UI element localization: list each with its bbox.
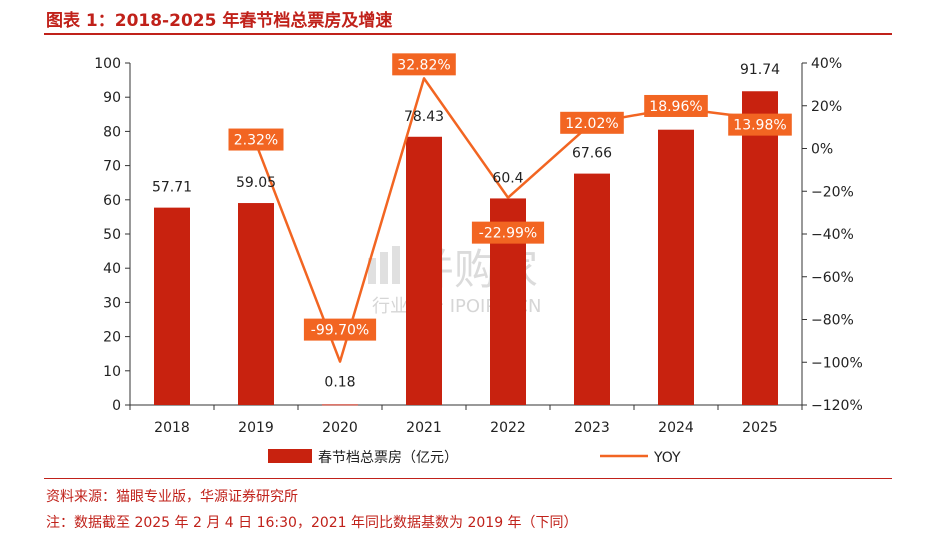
left-axis-tick-label: 0: [112, 398, 121, 414]
footer-divider: [44, 478, 892, 479]
left-axis-tick-label: 60: [103, 193, 121, 209]
x-axis-tick-label: 2019: [238, 420, 274, 436]
yoy-label-2022: -22.99%: [471, 221, 545, 244]
legend-swatch-bar: [268, 449, 312, 463]
x-axis-tick-label: 2023: [574, 420, 610, 436]
x-axis-tick-label: 2020: [322, 420, 358, 436]
right-axis-tick-label: 40%: [811, 56, 842, 72]
chart-title: 图表 1：2018-2025 年春节档总票房及增速: [46, 11, 393, 31]
legend-label-yoy: YOY: [653, 450, 681, 466]
legend: 春节档总票房（亿元） YOY: [268, 449, 681, 466]
bar-value-label: 59.05: [236, 175, 276, 191]
left-axis-tick-label: 40: [103, 261, 121, 277]
bar-2019: [238, 203, 274, 405]
bar-2021: [406, 136, 442, 405]
yoy-label-text: -22.99%: [479, 226, 537, 242]
bar-2025: [742, 91, 778, 405]
footnote: 注：数据截至 2025 年 2 月 4 日 16:30，2021 年同比数据基数…: [46, 515, 578, 531]
yoy-label-text: 32.82%: [397, 57, 450, 73]
bar-value-label: 57.71: [152, 180, 192, 196]
yoy-label-box: [728, 113, 792, 136]
bar-series: [154, 91, 778, 406]
yoy-label-text: -99.70%: [311, 323, 369, 339]
left-axis-tick-label: 70: [103, 159, 121, 175]
yoy-label-text: 13.98%: [733, 118, 786, 134]
yoy-label-2021: 32.82%: [392, 53, 456, 76]
bar-2020: [322, 404, 358, 406]
yoy-label-box: [228, 128, 284, 151]
yoy-label-text: 12.02%: [565, 116, 618, 132]
yoy-label-text: 18.96%: [649, 99, 702, 115]
x-axis-tick-label: 2024: [658, 420, 694, 436]
bar-2023: [574, 173, 610, 405]
source-note: 资料来源：猫眼专业版，华源证券研究所: [46, 489, 298, 505]
yoy-label-box: [644, 94, 708, 117]
title-divider: [44, 33, 892, 35]
right-axis-tick-label: −60%: [811, 270, 854, 286]
data-labels: 57.71 59.05 0.18 78.43 60.4 67.66 91.74 2.32% -9…: [152, 53, 792, 390]
yoy-label-box: [560, 111, 624, 134]
x-axis-tick-label: 2021: [406, 420, 442, 436]
right-axis-tick-label: −20%: [811, 184, 854, 200]
bar-2018: [154, 207, 190, 405]
yoy-label-2019: 2.32%: [228, 128, 284, 151]
right-axis-tick-label: −120%: [811, 398, 863, 414]
yoy-label-2023: 12.02%: [560, 111, 624, 134]
yoy-label-text: 2.32%: [234, 133, 278, 149]
x-axis-tick-label: 2025: [742, 420, 778, 436]
left-axis-tick-label: 30: [103, 295, 121, 311]
watermark-logo: [368, 246, 400, 284]
left-axis-tick-label: 80: [103, 124, 121, 140]
legend-label-bar: 春节档总票房（亿元）: [318, 450, 458, 466]
right-axis-tick-label: 0%: [811, 142, 833, 158]
bar-2024: [658, 129, 694, 405]
left-axis-tick-label: 50: [103, 227, 121, 243]
yoy-label-box: [392, 53, 456, 76]
axes: 0 10 20 30 40 50 60 70 80 90 100 −120% −100% −80% −60%…: [94, 56, 863, 436]
yoy-label-box: [303, 318, 377, 341]
watermark-logo-bar: [380, 252, 388, 284]
right-axis-tick-label: −80%: [811, 313, 854, 329]
left-axis-tick-label: 90: [103, 90, 121, 106]
left-axis-tick-label: 10: [103, 364, 121, 380]
x-axis-tick-label: 2018: [154, 420, 190, 436]
bar-value-label: 60.4: [492, 170, 523, 186]
yoy-label-2025: 13.98%: [728, 113, 792, 136]
right-axis-tick-label: 20%: [811, 99, 842, 115]
bar-value-label: 91.74: [740, 62, 780, 78]
bar-value-label: 78.43: [404, 109, 444, 125]
watermark-logo-bar: [392, 246, 400, 284]
yoy-label-box: [471, 221, 545, 244]
yoy-label-2024: 18.96%: [644, 94, 708, 117]
left-axis-tick-label: 100: [94, 56, 121, 72]
bar-value-label: 0.18: [324, 374, 355, 390]
watermark-logo-bar: [368, 258, 376, 284]
right-axis-tick-label: −40%: [811, 227, 854, 243]
right-axis-tick-label: −100%: [811, 355, 863, 371]
yoy-label-2020: -99.70%: [303, 318, 377, 341]
bar-value-label: 67.66: [572, 146, 612, 162]
left-axis-tick-label: 20: [103, 330, 121, 346]
x-axis-tick-label: 2022: [490, 420, 526, 436]
